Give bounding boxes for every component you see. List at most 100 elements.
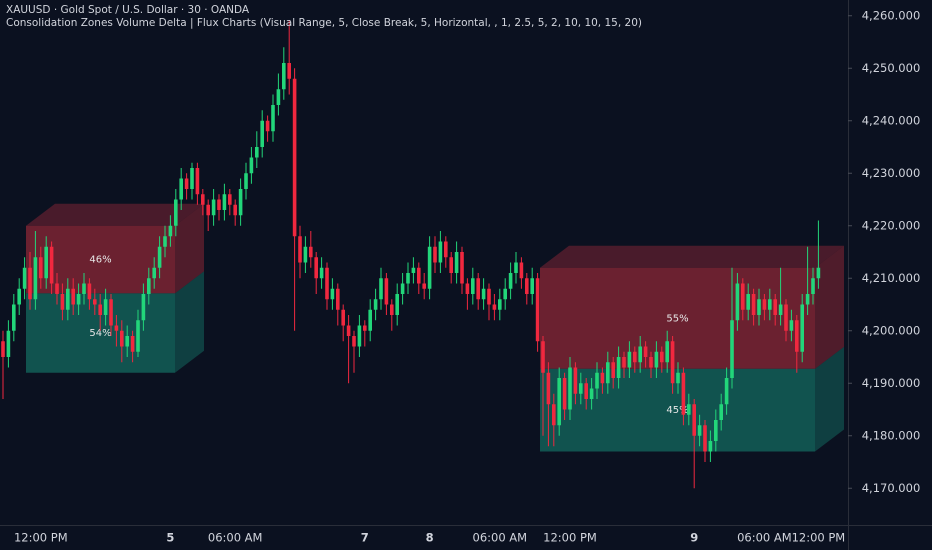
candle-body (228, 194, 232, 205)
candle-body (427, 246, 432, 289)
candle-body (530, 278, 534, 294)
candle-body (71, 288, 75, 305)
candle-body (17, 288, 21, 305)
candle-body (233, 204, 237, 216)
candle-body (406, 273, 410, 284)
candle-body (741, 283, 745, 310)
candle-body (411, 267, 416, 273)
candle-body (395, 294, 399, 315)
candle-body (49, 246, 54, 284)
candle-body (352, 336, 356, 347)
y-tick-label: 4,170.000 (862, 481, 921, 495)
candle-body (762, 299, 767, 310)
candle-body (508, 273, 513, 289)
candle-body (260, 120, 264, 147)
candle-body (265, 120, 270, 132)
candle-body (255, 147, 259, 158)
x-tick-label: 06:00 AM (208, 531, 263, 545)
zone-label: 54% (89, 328, 111, 339)
candle-body (114, 325, 119, 331)
candle-body (276, 89, 281, 105)
candle-body (271, 105, 275, 132)
candle-body (136, 320, 140, 352)
candle-body (157, 246, 162, 268)
candle-body (719, 404, 723, 420)
candle-body (589, 388, 594, 399)
candle-body (309, 246, 313, 258)
candle-body (687, 404, 691, 415)
candle-body (681, 372, 686, 415)
y-tick-label: 4,220.000 (862, 218, 921, 232)
candle-body (346, 325, 351, 336)
candle-body (768, 299, 772, 310)
candle-body (39, 257, 43, 279)
candle-body (433, 246, 437, 263)
candle-body (546, 372, 551, 405)
candle-body (141, 294, 146, 321)
candle-body (363, 325, 367, 331)
x-tick-label: 06:00 AM (473, 531, 528, 545)
candle-body (557, 378, 561, 426)
candle-body (168, 225, 173, 237)
candle-body (298, 236, 302, 263)
candle-body (211, 199, 216, 216)
candle-body (55, 283, 59, 294)
candle-body (552, 404, 556, 426)
chart-title: XAUUSD · Gold Spot / U.S. Dollar · 30 · … (6, 4, 250, 16)
candle-body (454, 252, 459, 273)
candle-body (28, 267, 32, 300)
candle-body (12, 304, 16, 331)
candle-body (292, 78, 297, 237)
candle-body (206, 204, 210, 216)
candle-body (179, 178, 183, 200)
candle-body (503, 288, 507, 300)
zone-side-sell (815, 245, 844, 369)
candle-body (811, 278, 815, 294)
candle-body (498, 299, 502, 310)
candle-body (611, 362, 615, 378)
x-tick-label: 06:00 AM (737, 531, 792, 545)
x-tick-label: 8 (426, 531, 434, 545)
candle-body (784, 304, 788, 331)
candle-body (773, 299, 777, 315)
candle-body (238, 189, 243, 216)
y-tick-label: 4,250.000 (862, 61, 921, 75)
candle-body (697, 425, 702, 436)
candle-body (222, 194, 227, 210)
zone-side-buy (815, 346, 844, 452)
candle-body (535, 278, 540, 342)
candle-body (643, 346, 648, 357)
candle-body (730, 320, 734, 378)
candle-body (341, 309, 345, 326)
candle-body (1, 341, 5, 357)
candle-body (325, 267, 329, 300)
candle-body (481, 288, 486, 300)
candle-body (616, 357, 621, 378)
candle-body (109, 299, 113, 326)
candle-body (33, 257, 38, 300)
candle-body (417, 267, 421, 284)
candle-body (816, 267, 821, 279)
y-tick-label: 4,190.000 (862, 376, 921, 390)
candle-body (778, 304, 783, 315)
candle-body (249, 157, 254, 174)
candle-body (665, 341, 669, 363)
candle-body (703, 425, 707, 452)
candle-body (174, 199, 178, 226)
candle-body (460, 252, 464, 284)
y-tick-label: 4,210.000 (862, 271, 921, 285)
candle-body (82, 283, 86, 294)
x-tick-label: 5 (166, 531, 174, 545)
y-tick-label: 4,260.000 (862, 8, 921, 22)
candle-body (184, 178, 189, 189)
candle-body (660, 351, 664, 363)
candle-body (562, 378, 567, 410)
candle-body (633, 351, 637, 363)
candle-body (373, 299, 378, 310)
candle-body (757, 299, 761, 315)
candle-body (152, 267, 156, 279)
candle-body (147, 278, 151, 294)
candle-body (66, 288, 70, 310)
candle-body (336, 288, 340, 310)
